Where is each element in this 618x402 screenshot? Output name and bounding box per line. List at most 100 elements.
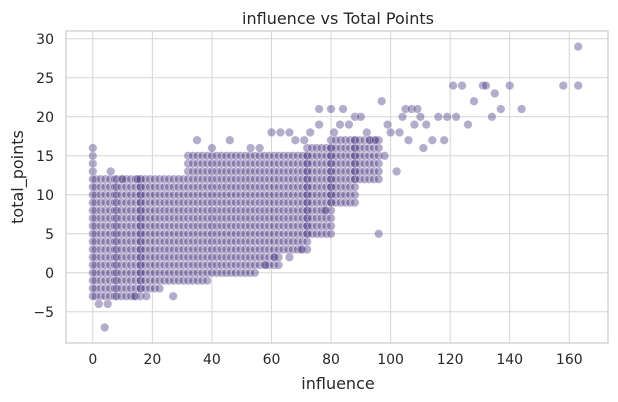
scatter-point: [135, 276, 146, 286]
scatter-point: [326, 143, 336, 153]
scatter-point: [412, 104, 423, 114]
scatter-point: [95, 174, 106, 184]
scatter-point: [293, 237, 303, 247]
scatter-point: [164, 182, 174, 192]
scatter-point: [259, 159, 269, 169]
scatter-point: [302, 205, 312, 215]
scatter-point: [202, 166, 212, 176]
scatter-point: [154, 244, 165, 254]
scatter-point: [235, 174, 246, 184]
scatter-point: [231, 174, 241, 184]
scatter-point: [250, 198, 260, 208]
scatter-point: [154, 198, 165, 208]
scatter-point: [207, 237, 217, 247]
scatter-point: [154, 205, 165, 215]
scatter-point: [150, 182, 160, 192]
scatter-point: [226, 198, 236, 208]
scatter-point: [131, 213, 141, 223]
scatter-point: [355, 143, 365, 153]
scatter-point: [188, 159, 198, 169]
scatter-point: [321, 143, 331, 153]
scatter-point: [212, 182, 222, 192]
scatter-point: [174, 229, 184, 239]
scatter-point: [369, 151, 379, 161]
scatter-point: [105, 244, 115, 254]
scatter-point: [245, 174, 255, 184]
scatter-point: [183, 260, 193, 270]
scatter-point: [169, 260, 179, 270]
scatter-point: [307, 166, 317, 176]
scatter-point: [216, 244, 227, 254]
scatter-point: [126, 213, 136, 223]
scatter-point: [296, 244, 306, 254]
scatter-point: [264, 229, 274, 239]
scatter-point: [264, 205, 274, 215]
scatter-point: [91, 174, 101, 184]
scatter-point: [469, 96, 479, 106]
scatter-point: [174, 268, 184, 278]
scatter-point: [91, 237, 101, 247]
scatter-point: [312, 229, 322, 239]
scatter-point: [188, 252, 198, 262]
scatter-point: [88, 276, 98, 286]
scatter-point: [216, 260, 227, 270]
scatter-point: [91, 276, 101, 286]
scatter-point: [105, 198, 115, 208]
scatter-point: [88, 205, 98, 215]
scatter-point: [259, 151, 269, 161]
scatter-point: [164, 268, 174, 278]
scatter-point: [91, 198, 101, 208]
scatter-point: [245, 166, 255, 176]
scatter-point: [250, 252, 260, 262]
scatter-point: [374, 229, 384, 239]
scatter-point: [121, 260, 131, 270]
scatter-point: [307, 151, 317, 161]
scatter-point: [290, 135, 300, 145]
scatter-point: [212, 221, 222, 231]
scatter-point: [321, 174, 331, 184]
scatter-point: [336, 135, 346, 145]
scatter-point: [111, 260, 122, 270]
scatter-point: [302, 221, 312, 231]
scatter-point: [212, 213, 222, 223]
scatter-point: [345, 143, 355, 153]
scatter-point: [329, 127, 339, 137]
scatter-point: [359, 151, 370, 161]
scatter-point: [100, 174, 110, 184]
scatter-point: [221, 151, 231, 161]
scatter-point: [293, 229, 303, 239]
scatter-point: [269, 174, 279, 184]
scatter-point: [183, 213, 193, 223]
scatter-point: [336, 182, 346, 192]
scatter-point: [193, 260, 203, 270]
scatter-point: [131, 198, 141, 208]
scatter-point: [350, 190, 360, 200]
scatter-point: [403, 135, 414, 145]
scatter-point: [448, 80, 458, 91]
scatter-point: [150, 268, 160, 278]
scatter-point: [321, 151, 331, 161]
scatter-point: [336, 198, 346, 208]
scatter-point: [439, 135, 449, 145]
scatter-point: [150, 205, 160, 215]
scatter-point: [350, 143, 360, 153]
scatter-point: [293, 221, 303, 231]
scatter-point: [299, 135, 309, 145]
chart-title: influence vs Total Points: [242, 9, 434, 28]
scatter-point: [188, 276, 198, 286]
scatter-point: [140, 252, 150, 262]
scatter-point: [91, 205, 101, 215]
scatter-point: [188, 260, 198, 270]
scatter-point: [240, 151, 250, 161]
scatter-point: [283, 174, 293, 184]
scatter-point: [212, 198, 222, 208]
scatter-point: [169, 221, 179, 231]
scatter-point: [88, 151, 98, 161]
scatter-point: [140, 221, 150, 231]
scatter-point: [345, 159, 355, 169]
scatter-point: [250, 174, 260, 184]
scatter-point: [178, 213, 188, 223]
scatter-point: [100, 213, 110, 223]
scatter-point: [126, 260, 136, 270]
scatter-point: [169, 205, 179, 215]
